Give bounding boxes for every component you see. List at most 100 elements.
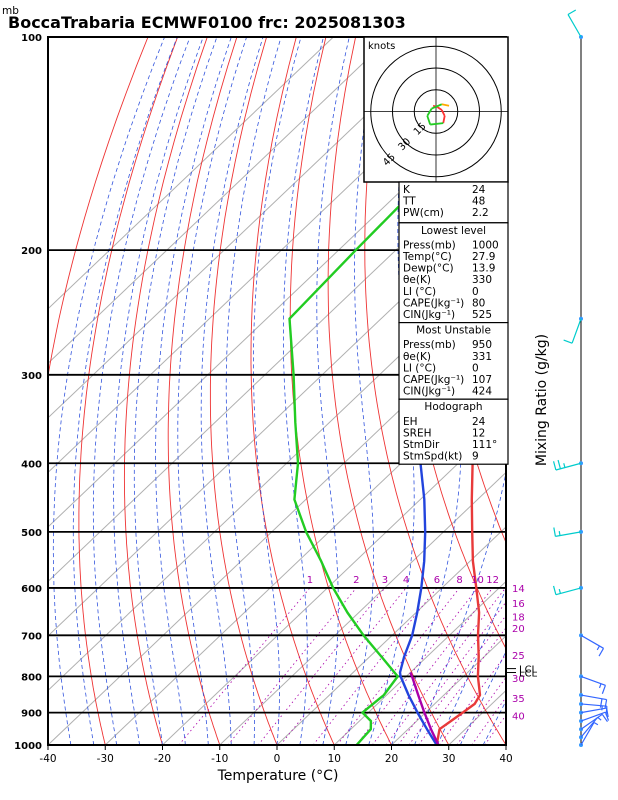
- moist-adiabat-line: [113, 37, 204, 745]
- wind-barb-flag: [601, 713, 608, 723]
- temperature-tick-label: -30: [97, 753, 114, 765]
- wind-barb-half-flag: [558, 531, 561, 536]
- dry-adiabat-line: [123, 37, 208, 745]
- mixing-ratio-line: [227, 587, 357, 745]
- indices-hodograph-row-label: SREH: [403, 427, 432, 439]
- mixing-ratio-label: 40: [512, 711, 525, 722]
- indices-lowest-row-value: 525: [472, 309, 492, 321]
- moist-adiabat-line: [72, 37, 178, 745]
- moist-adiabat-line: [155, 37, 232, 745]
- indices-unstable-row-value: 0: [472, 362, 479, 374]
- indices-lowest-row-value: 330: [472, 274, 492, 286]
- indices-top-row-label: TT: [402, 196, 416, 208]
- mixing-ratio-line: [312, 587, 438, 745]
- mixing-ratio-label: 3: [382, 575, 388, 586]
- lcl-label: LCL: [519, 665, 538, 676]
- mixing-ratio-label: 4: [403, 575, 409, 586]
- dry-adiabat-line: [593, 37, 618, 745]
- indices-lowest-row-value: 0: [472, 286, 479, 298]
- mixing-ratio-label: 18: [512, 612, 525, 623]
- dry-adiabat-line: [167, 37, 238, 745]
- mixing-ratio-line: [178, 587, 311, 745]
- indices-unstable-row-value: 424: [472, 386, 492, 398]
- isotherm-line: [48, 37, 391, 365]
- wind-barb-flag: [552, 585, 557, 595]
- mixing-ratio-label: 30: [512, 674, 525, 685]
- temperature-tick-label: 20: [385, 753, 398, 765]
- mixing-ratio-line: [408, 614, 506, 745]
- pressure-tick-label: 400: [21, 459, 42, 470]
- dewpoint-profile-line: [288, 94, 506, 745]
- wind-barb: [579, 693, 608, 709]
- temperature-tick-label: -20: [154, 753, 171, 765]
- mixing-ratio-line: [280, 587, 407, 745]
- mixing-ratio-label: 2: [353, 575, 359, 586]
- hodograph-segment: [442, 115, 446, 124]
- hodograph-ring: [392, 67, 480, 156]
- indices-hodograph-row-value: 111°: [472, 439, 497, 451]
- wind-barb: [552, 585, 583, 596]
- temperature-tick-label: 30: [442, 753, 455, 765]
- indices-top-box: [398, 181, 509, 224]
- temperature-tick-label: 0: [274, 753, 281, 765]
- moist-adiabat-line: [345, 37, 380, 745]
- dry-adiabat-line: [500, 37, 506, 227]
- pressure-tick-label: 600: [21, 584, 42, 595]
- indices-hodograph-row-label: StmSpd(kt): [403, 451, 462, 463]
- isotherm-line: [162, 417, 506, 745]
- moist-adiabat-line: [316, 37, 350, 745]
- isotherm-line: [48, 37, 334, 310]
- wind-barb: [552, 459, 583, 471]
- indices-unstable-row-label: θe(K): [403, 351, 431, 363]
- wind-barb-flag: [567, 9, 577, 16]
- plot-clipped-content: [48, 37, 618, 745]
- hodograph-ring: [413, 89, 459, 134]
- hodograph-segment: [430, 122, 444, 126]
- indices-lowest-row-label: LI (°C): [403, 286, 436, 298]
- wind-barb-column: [552, 9, 610, 747]
- wind-barb: [579, 721, 599, 747]
- indices-top-row-value: 24: [472, 184, 486, 196]
- mixing-ratio-label: 14: [512, 584, 525, 595]
- indices-unstable-box: [398, 322, 509, 400]
- temperature-tick-label: 40: [499, 753, 512, 765]
- indices-lowest-row-label: θe(K): [403, 274, 431, 286]
- wind-barb-flag: [552, 461, 557, 471]
- temperature-tick-label: -40: [39, 753, 56, 765]
- moist-adiabat-line: [133, 37, 218, 745]
- wind-barb-flag: [601, 685, 606, 694]
- moist-adiabat-line: [282, 37, 324, 745]
- indices-top-row-label: PW(cm): [403, 207, 444, 219]
- wind-barb-flag: [604, 699, 608, 709]
- indices-lowest-row-value: 27.9: [472, 251, 495, 263]
- pressure-tick-label: 900: [21, 709, 42, 720]
- wind-barb-staff: [567, 14, 582, 38]
- mixing-ratio-line: [257, 587, 386, 745]
- virtual_parcel-profile-line: [409, 672, 440, 745]
- mixing-ratio-label: 35: [512, 694, 525, 705]
- indices-unstable-row-label: CIN(Jkg⁻¹): [403, 386, 455, 398]
- wind-barb-flag: [553, 527, 556, 537]
- isotherm-line: [48, 144, 506, 583]
- moist-adiabat-line: [200, 37, 264, 745]
- wind-barb-staff: [580, 694, 607, 701]
- indices-lowest-row-value: 13.9: [472, 263, 495, 275]
- chart-title: BoccaTrabaria ECMWF0100 frc: 2025081303: [8, 13, 406, 32]
- moist-adiabat-line: [52, 37, 165, 745]
- indices-top-row-label: K: [403, 184, 411, 196]
- moist-adiabat-line: [225, 37, 282, 745]
- isotherm-line: [219, 471, 506, 745]
- hodograph-segment: [426, 108, 433, 117]
- mixing-ratio-label: 16: [512, 599, 525, 610]
- wind-barb: [563, 316, 583, 344]
- indices-unstable-row-value: 950: [472, 339, 492, 351]
- indices-top-row-value: 48: [472, 196, 485, 208]
- hodograph-segment: [440, 109, 446, 117]
- mixing-ratio-label: 25: [512, 651, 525, 662]
- wind-barb-staff: [580, 716, 599, 738]
- wind-barb-staff: [571, 318, 582, 344]
- pressure-tick-label: 200: [21, 246, 42, 257]
- mixing-ratio-label: 1: [307, 575, 313, 586]
- indices-top-row-value: 2.2: [472, 207, 489, 219]
